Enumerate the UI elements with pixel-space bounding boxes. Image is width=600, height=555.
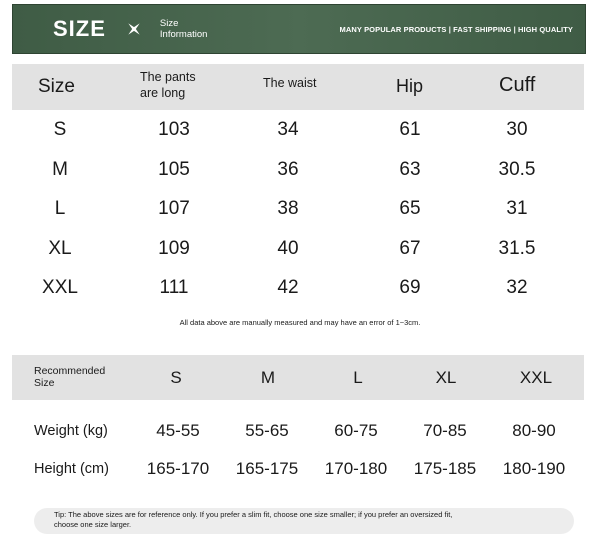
cell-cuff: 30 (506, 119, 528, 140)
rec-size-m: M (260, 368, 276, 387)
weight-value: 80-90 (512, 421, 556, 440)
height-value: 165-175 (235, 459, 299, 478)
measurement-note: All data above are manually measured and… (179, 318, 421, 327)
sparkle-icon (126, 21, 142, 37)
height-label: Height (cm) (34, 461, 109, 477)
header-cuff: Cuff (499, 74, 536, 96)
cell-cuff: 31 (506, 198, 528, 219)
table-row: M 105 36 63 30.5 (0, 150, 600, 190)
weight-row: Weight (kg) 45-55 55-65 60-75 70-85 80-9… (0, 416, 600, 446)
header-hip: Hip (396, 76, 424, 96)
cell-cuff: 31.5 (498, 237, 536, 259)
measure-table-body: S 103 34 61 30 M 105 36 63 30.5 L 107 38… (0, 110, 600, 308)
tip-line1: Tip: The above sizes are for reference o… (54, 510, 453, 519)
cell-hip: 65 (399, 198, 421, 219)
cell-hip: 63 (399, 158, 421, 180)
recommend-table-header: Recommended Size S M L XL XXL (12, 355, 584, 400)
header-pants-length: The pants are long (140, 69, 196, 101)
height-row: Height (cm) 165-170 165-175 170-180 175-… (0, 454, 600, 484)
header-title: SIZE (53, 16, 106, 41)
header-info-line1: Size (159, 18, 179, 29)
cell-pants-length: 107 (158, 198, 190, 219)
cell-waist: 34 (277, 119, 299, 140)
cell-size: L (54, 198, 66, 219)
weight-value: 45-55 (156, 421, 200, 440)
table-row: XXL 111 42 69 32 (0, 268, 600, 308)
rec-size-xl: XL (435, 368, 457, 387)
recommended-line2: Size (34, 377, 55, 389)
cell-pants-length: 105 (158, 158, 190, 180)
cell-size: XL (48, 237, 72, 259)
cell-hip: 69 (399, 277, 421, 298)
cell-size: M (52, 158, 68, 180)
measure-table-header: Size The pants are long The waist Hip Cu… (12, 64, 584, 110)
cell-waist: 42 (277, 277, 299, 298)
weight-value: 70-85 (423, 421, 467, 440)
cell-hip: 67 (399, 237, 421, 259)
cell-size: S (53, 119, 67, 140)
recommended-line1: Recommended (34, 365, 106, 377)
table-row: S 103 34 61 30 (0, 110, 600, 150)
cell-pants-length: 109 (158, 237, 190, 259)
cell-cuff: 32 (506, 277, 528, 298)
cell-waist: 38 (277, 198, 299, 219)
cell-cuff: 30.5 (498, 158, 536, 180)
cell-size: XXL (42, 277, 78, 298)
header-size: Size (38, 76, 75, 97)
height-value: 170-180 (324, 459, 388, 478)
height-value: 180-190 (502, 459, 566, 478)
header-pants-line2: are long (140, 86, 186, 100)
header-pants-line1: The pants (140, 70, 196, 84)
cell-waist: 40 (277, 237, 299, 259)
cell-pants-length: 103 (158, 119, 190, 140)
header-info: Size Information (160, 18, 208, 40)
rec-size-xxl: XXL (519, 368, 553, 387)
header-tagline: MANY POPULAR PRODUCTS | FAST SHIPPING | … (339, 24, 573, 34)
table-row: XL 109 40 67 31.5 (0, 229, 600, 269)
height-value: 165-170 (146, 459, 210, 478)
recommended-size-label: Recommended Size (34, 365, 105, 389)
weight-value: 55-65 (245, 421, 289, 440)
rec-size-s: S (170, 368, 182, 387)
weight-value: 60-75 (334, 421, 378, 440)
cell-hip: 61 (399, 119, 421, 140)
rec-size-l: L (353, 368, 363, 387)
header-banner: SIZE Size Information MANY POPULAR PRODU… (12, 4, 586, 54)
header-waist: The waist (263, 76, 317, 90)
cell-waist: 36 (277, 158, 299, 180)
height-value: 175-185 (413, 459, 477, 478)
header-info-line2: Information (159, 29, 208, 40)
weight-label: Weight (kg) (34, 423, 108, 439)
size-tip: Tip: The above sizes are for reference o… (34, 508, 574, 534)
cell-pants-length: 111 (159, 277, 189, 298)
tip-line2: choose one size larger. (54, 520, 132, 529)
table-row: L 107 38 65 31 (0, 189, 600, 229)
